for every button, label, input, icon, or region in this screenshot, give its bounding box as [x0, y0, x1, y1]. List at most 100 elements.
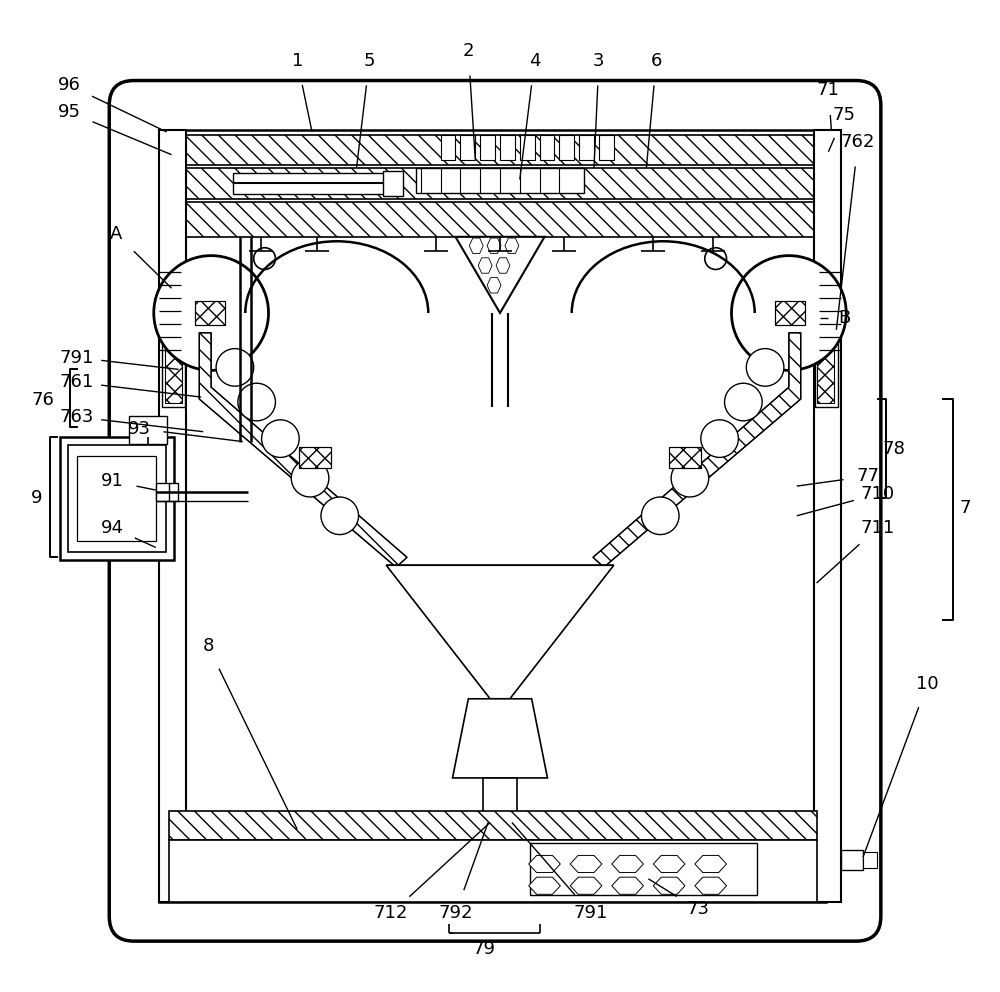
Text: 712: 712 [374, 905, 408, 923]
Text: 76: 76 [32, 391, 54, 409]
Text: 761: 761 [59, 373, 94, 391]
Circle shape [238, 383, 275, 421]
Circle shape [262, 420, 299, 457]
Bar [169, 168, 817, 199]
Polygon shape [695, 877, 727, 895]
Text: 710: 710 [861, 485, 895, 503]
Bar [169, 202, 817, 237]
Polygon shape [386, 565, 614, 585]
Polygon shape [593, 332, 801, 567]
Bar [540, 135, 554, 160]
Polygon shape [453, 698, 547, 778]
Circle shape [725, 383, 762, 421]
Bar [530, 843, 757, 895]
Text: 792: 792 [438, 905, 473, 923]
Text: 4: 4 [529, 52, 540, 69]
Bar [669, 446, 701, 468]
Bar [480, 135, 495, 160]
Text: 6: 6 [651, 52, 662, 69]
Circle shape [705, 248, 727, 270]
Text: 762: 762 [841, 133, 875, 151]
Bar [817, 308, 834, 403]
Text: 95: 95 [58, 103, 81, 121]
Text: 1: 1 [292, 52, 303, 69]
Text: 10: 10 [916, 675, 939, 693]
Bar [520, 135, 535, 160]
Text: 711: 711 [861, 519, 895, 537]
Bar [159, 130, 826, 902]
Polygon shape [199, 332, 407, 567]
Circle shape [641, 497, 679, 535]
Text: 791: 791 [574, 905, 608, 923]
Polygon shape [529, 855, 560, 873]
Bar [579, 135, 594, 160]
Bar [77, 456, 156, 541]
Circle shape [731, 256, 846, 370]
Bar [159, 130, 186, 902]
Bar [863, 852, 877, 868]
Polygon shape [695, 855, 727, 873]
Bar [195, 302, 225, 324]
Text: 763: 763 [59, 408, 94, 426]
Polygon shape [386, 565, 614, 698]
Bar [299, 446, 331, 468]
Text: 7: 7 [959, 499, 971, 517]
Bar [169, 840, 817, 902]
Polygon shape [653, 877, 685, 895]
Text: 78: 78 [882, 439, 905, 457]
Text: 96: 96 [58, 76, 81, 94]
Polygon shape [570, 877, 602, 895]
Bar [669, 446, 701, 468]
Bar [416, 168, 584, 193]
Bar [841, 850, 863, 870]
Bar [195, 302, 225, 324]
Text: 93: 93 [127, 420, 150, 437]
Polygon shape [570, 855, 602, 873]
Text: 73: 73 [686, 901, 709, 919]
Bar [233, 173, 386, 194]
Bar [169, 810, 817, 840]
Bar [559, 135, 574, 160]
Text: 791: 791 [59, 348, 94, 366]
Bar [383, 171, 403, 196]
Polygon shape [612, 877, 643, 895]
Bar [814, 130, 841, 902]
Bar [483, 778, 517, 822]
Polygon shape [529, 877, 560, 895]
Text: 71: 71 [817, 81, 840, 99]
Circle shape [291, 459, 329, 497]
Circle shape [671, 459, 709, 497]
Bar [68, 444, 166, 553]
Polygon shape [612, 855, 643, 873]
Bar [60, 436, 174, 560]
Text: 8: 8 [202, 638, 214, 656]
Bar [162, 304, 185, 407]
Bar [169, 135, 817, 165]
Text: 9: 9 [31, 489, 43, 507]
Text: 75: 75 [833, 106, 856, 124]
Bar [129, 416, 167, 443]
Text: 3: 3 [593, 52, 605, 69]
Text: B: B [838, 309, 850, 327]
Circle shape [216, 348, 254, 386]
Bar [165, 308, 182, 403]
Bar [156, 483, 178, 501]
Polygon shape [455, 237, 545, 313]
Bar [775, 302, 805, 324]
Bar [441, 135, 455, 160]
Text: A: A [110, 225, 122, 243]
Circle shape [321, 497, 359, 535]
Text: 77: 77 [856, 467, 879, 485]
Text: 5: 5 [364, 52, 375, 69]
Circle shape [254, 248, 275, 270]
Bar [299, 446, 331, 468]
Bar [599, 135, 614, 160]
Text: 94: 94 [101, 519, 124, 537]
Text: 79: 79 [473, 940, 496, 958]
Bar [815, 304, 838, 407]
Bar [775, 302, 805, 324]
Circle shape [701, 420, 738, 457]
Text: 2: 2 [463, 42, 474, 60]
Bar [460, 135, 475, 160]
FancyBboxPatch shape [109, 80, 881, 941]
